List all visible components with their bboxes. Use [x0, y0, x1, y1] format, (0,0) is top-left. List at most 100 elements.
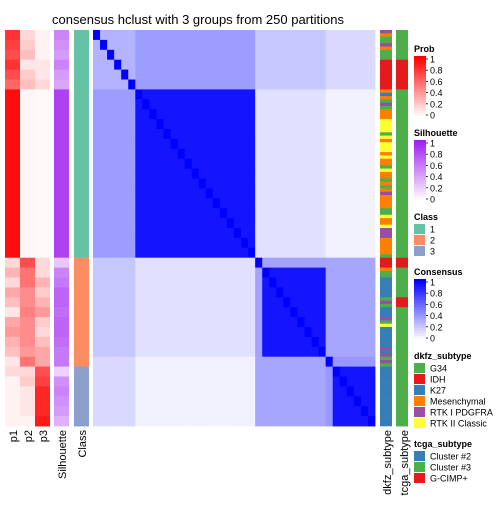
- consensus-cell: [184, 198, 193, 209]
- consensus-cell: [262, 356, 270, 367]
- consensus-cell: [360, 178, 369, 189]
- consensus-cell: [276, 336, 284, 348]
- dkfz-subtype-cell: [380, 346, 392, 351]
- consensus-cell: [114, 39, 122, 51]
- consensus-cell: [100, 267, 108, 278]
- legend-gradient-step: [414, 165, 426, 169]
- legend-gradient-step: [414, 297, 426, 301]
- consensus-cell: [269, 59, 277, 70]
- consensus-cell: [269, 188, 277, 199]
- consensus-cell: [205, 237, 214, 249]
- prob-p1-cell: [5, 336, 20, 348]
- consensus-cell: [332, 79, 341, 90]
- consensus-cell: [311, 307, 319, 318]
- consensus-cell: [367, 416, 376, 427]
- consensus-cell: [325, 396, 334, 407]
- dkfz-subtype-cell: [380, 142, 392, 146]
- consensus-cell: [156, 228, 164, 239]
- prob-p2-cell: [20, 129, 35, 140]
- silhouette-cell: [54, 119, 69, 130]
- consensus-cell: [269, 287, 277, 298]
- legend-gradient-step: [414, 94, 426, 98]
- consensus-cell: [234, 247, 242, 259]
- consensus-cell: [177, 376, 186, 387]
- consensus-cell: [128, 138, 136, 150]
- consensus-cell: [367, 336, 376, 348]
- consensus-cell: [297, 30, 305, 41]
- consensus-cell: [205, 178, 214, 189]
- consensus-cell: [177, 396, 186, 407]
- consensus-cell: [269, 228, 277, 239]
- consensus-cell: [163, 267, 171, 278]
- consensus-cell: [276, 287, 284, 298]
- consensus-cell: [156, 39, 164, 51]
- consensus-cell: [255, 247, 263, 259]
- consensus-cell: [339, 287, 348, 298]
- consensus-cell: [304, 257, 312, 268]
- consensus-cell: [297, 247, 305, 259]
- prob-p3-cell: [35, 376, 50, 387]
- consensus-cell: [346, 366, 355, 377]
- consensus-cell: [297, 59, 305, 70]
- dkfz-subtype-cell: [380, 406, 392, 410]
- consensus-cell: [255, 396, 263, 407]
- consensus-cell: [283, 228, 291, 239]
- consensus-cell: [318, 208, 327, 219]
- consensus-cell: [93, 89, 101, 100]
- consensus-cell: [205, 129, 214, 140]
- consensus-cell: [107, 297, 115, 308]
- consensus-cell: [163, 376, 171, 387]
- legend-tick-label: 0.6: [430, 300, 443, 310]
- tcga-subtype-cell: [396, 366, 408, 377]
- consensus-cell: [219, 257, 228, 268]
- consensus-cell: [297, 376, 305, 387]
- consensus-cell: [163, 317, 171, 328]
- consensus-cell: [170, 327, 178, 338]
- consensus-cell: [212, 198, 221, 209]
- consensus-cell: [226, 138, 235, 150]
- consensus-cell: [191, 257, 200, 268]
- consensus-cell: [198, 168, 207, 179]
- consensus-cell: [248, 119, 256, 130]
- consensus-cell: [226, 129, 235, 140]
- consensus-cell: [219, 416, 228, 427]
- consensus-cell: [191, 346, 200, 358]
- consensus-cell: [276, 89, 284, 100]
- consensus-cell: [276, 129, 284, 140]
- consensus-cell: [241, 208, 249, 219]
- consensus-cell: [269, 247, 277, 259]
- consensus-cell: [107, 416, 115, 427]
- consensus-cell: [234, 376, 242, 387]
- dkfz-subtype-cell: [380, 356, 392, 361]
- consensus-cell: [177, 247, 186, 259]
- dkfz-subtype-cell: [380, 336, 392, 341]
- tcga-subtype-cell: [396, 39, 408, 51]
- consensus-cell: [100, 237, 108, 249]
- consensus-cell: [128, 376, 136, 387]
- consensus-cell: [114, 336, 122, 348]
- consensus-cell: [184, 178, 193, 189]
- consensus-cell: [205, 257, 214, 268]
- consensus-cell: [177, 346, 186, 358]
- consensus-cell: [283, 208, 291, 219]
- consensus-cell: [367, 208, 376, 219]
- consensus-cell: [269, 257, 277, 268]
- consensus-cell: [198, 59, 207, 70]
- consensus-cell: [177, 257, 186, 268]
- consensus-cell: [283, 336, 291, 348]
- legend-gradient-step: [414, 279, 426, 282]
- prob-p1-cell: [5, 218, 20, 229]
- consensus-cell: [332, 277, 341, 288]
- consensus-cell: [234, 208, 242, 219]
- consensus-cell: [205, 69, 214, 80]
- consensus-cell: [135, 237, 143, 249]
- consensus-cell: [248, 327, 256, 338]
- consensus-cell: [128, 158, 136, 169]
- consensus-cell: [100, 30, 108, 41]
- consensus-cell: [367, 287, 376, 298]
- consensus-cell: [226, 198, 235, 209]
- label-class: Class: [77, 430, 89, 458]
- consensus-cell: [346, 356, 355, 367]
- consensus-cell: [346, 148, 355, 160]
- silhouette-cell: [54, 287, 69, 298]
